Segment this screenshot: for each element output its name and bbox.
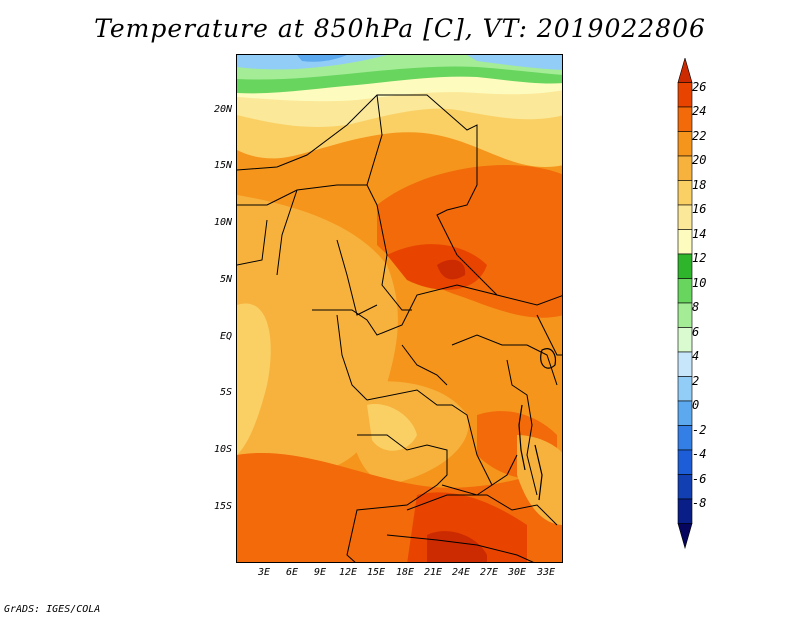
lon-label: 3E xyxy=(257,567,271,578)
colorbar-label: 22 xyxy=(692,129,707,143)
colorbar-swatch xyxy=(677,449,693,475)
lat-label: 15N xyxy=(213,160,232,171)
colorbar-label: -4 xyxy=(692,447,707,461)
colorbar-swatch xyxy=(677,253,693,279)
map-field xyxy=(237,55,562,562)
colorbar-swatch xyxy=(677,180,693,206)
colorbar-label: 12 xyxy=(692,251,707,265)
colorbar-label: 6 xyxy=(692,325,700,339)
lat-label: 10N xyxy=(213,217,232,228)
temperature-map xyxy=(236,54,563,563)
lon-label: 27E xyxy=(479,567,499,578)
colorbar-swatch xyxy=(677,229,693,255)
colorbar-label: 2 xyxy=(692,374,700,388)
lon-label: 18E xyxy=(395,567,415,578)
colorbar-label: 10 xyxy=(692,276,707,290)
colorbar-swatch xyxy=(677,278,693,304)
colorbar-swatch xyxy=(677,302,693,328)
colorbar-swatch xyxy=(677,155,693,181)
lon-label: 30E xyxy=(507,567,527,578)
colorbar-label: 14 xyxy=(692,227,707,241)
lon-label: 6E xyxy=(285,567,299,578)
colorbar-label: 18 xyxy=(692,178,707,192)
lon-label: 33E xyxy=(536,567,556,578)
colorbar-label: 20 xyxy=(692,153,707,167)
colorbar-swatch xyxy=(677,400,693,426)
lat-label: 5S xyxy=(219,387,232,398)
colorbar-label: 26 xyxy=(692,80,707,94)
colorbar-swatch xyxy=(677,131,693,157)
colorbar-label: -8 xyxy=(692,496,707,510)
colorbar-swatch xyxy=(677,82,693,108)
colorbar-swatch xyxy=(677,523,693,550)
colorbar-swatch xyxy=(677,327,693,353)
colorbar-label: -6 xyxy=(692,472,707,486)
lat-label: 15S xyxy=(213,501,232,512)
colorbar xyxy=(677,58,693,550)
colorbar-swatch xyxy=(677,474,693,500)
colorbar-swatch xyxy=(677,498,693,524)
colorbar-label: 16 xyxy=(692,202,707,216)
credit-text: GrADS: IGES/COLA xyxy=(4,604,101,615)
lat-label: 5N xyxy=(219,274,232,285)
lon-label: 12E xyxy=(338,567,358,578)
colorbar-swatch xyxy=(677,376,693,402)
colorbar-label: 8 xyxy=(692,300,700,314)
lon-label: 9E xyxy=(313,567,327,578)
lat-label: 20N xyxy=(213,104,232,115)
colorbar-swatch xyxy=(677,106,693,132)
colorbar-label: -2 xyxy=(692,423,707,437)
colorbar-label: 24 xyxy=(692,104,707,118)
colorbar-label: 0 xyxy=(692,398,700,412)
colorbar-swatch xyxy=(677,58,693,83)
colorbar-swatch xyxy=(677,351,693,377)
colorbar-swatch xyxy=(677,425,693,451)
lat-label: 10S xyxy=(213,444,232,455)
lat-label: EQ xyxy=(219,331,232,342)
colorbar-label: 4 xyxy=(692,349,700,363)
colorbar-swatch xyxy=(677,204,693,230)
map-title: Temperature at 850hPa [C], VT: 201902280… xyxy=(94,14,706,43)
lon-label: 15E xyxy=(366,567,386,578)
lon-label: 21E xyxy=(423,567,443,578)
lon-label: 24E xyxy=(451,567,471,578)
